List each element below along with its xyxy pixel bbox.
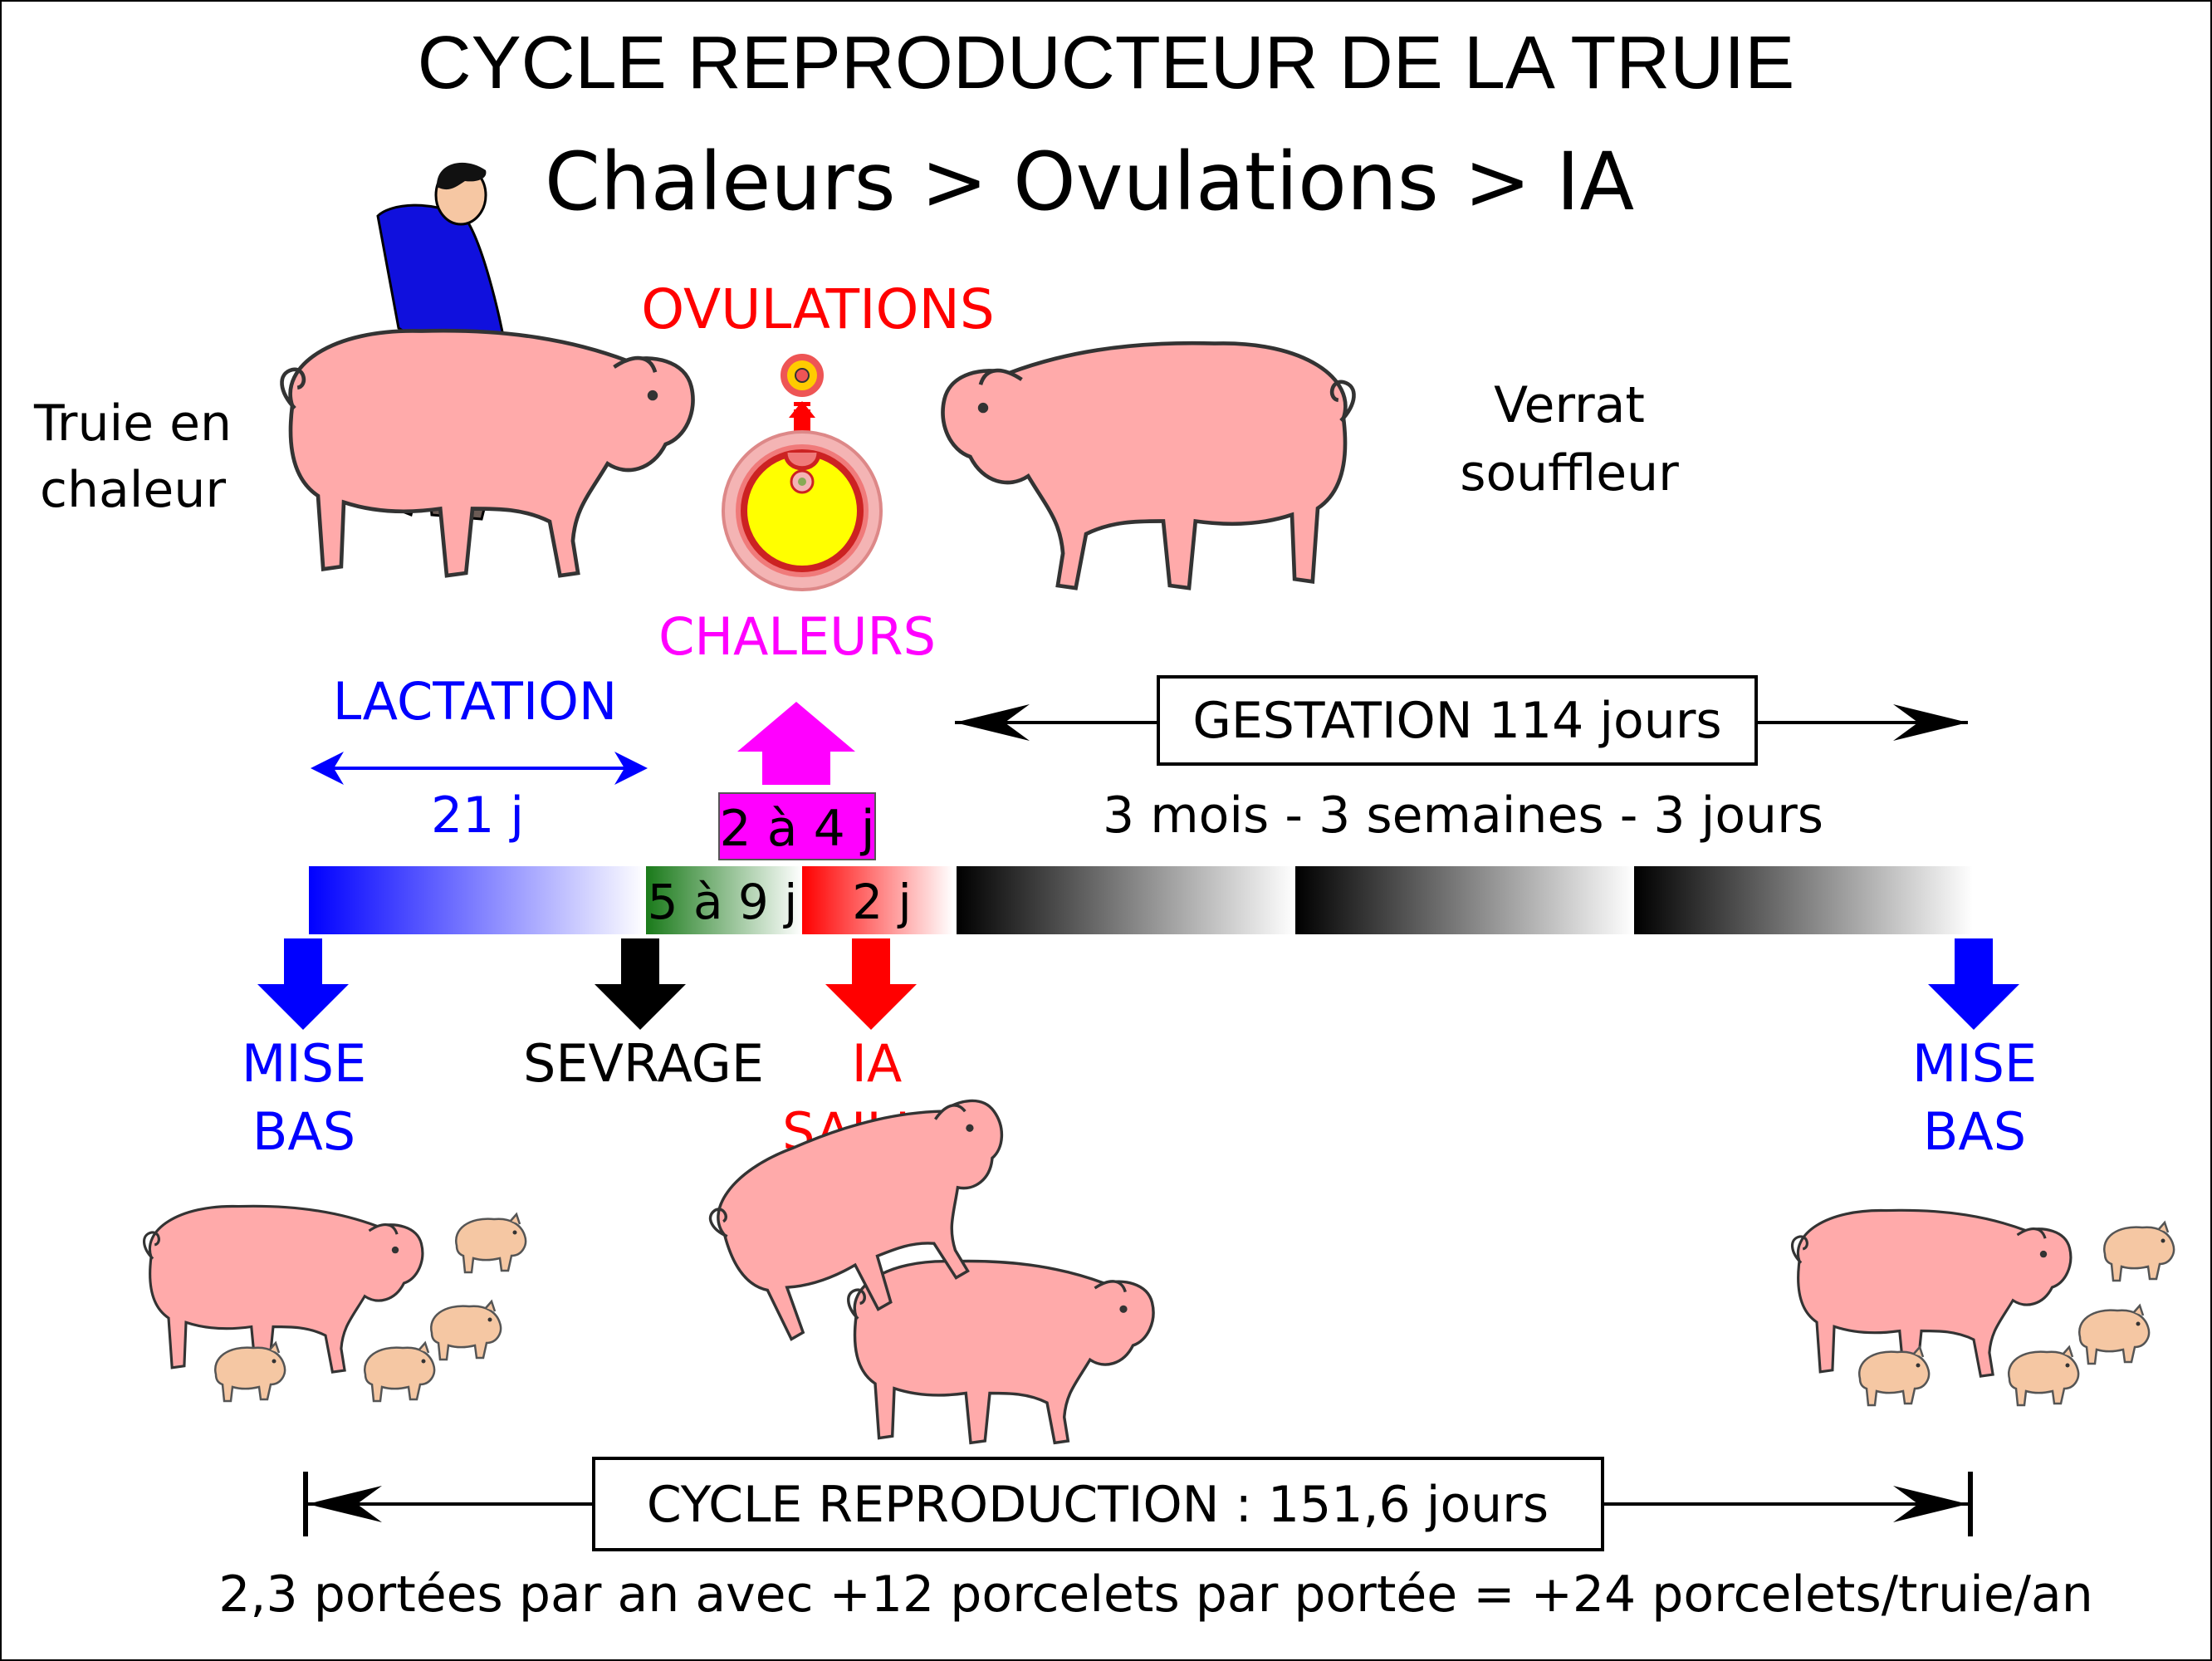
gestation-segment-3	[1634, 866, 1973, 934]
sevrage-label: SEVRAGE	[523, 1033, 764, 1094]
chaleurs-days: 2 à 4 j	[719, 800, 874, 858]
cycle-arrow-left-head	[307, 1486, 382, 1522]
sevrage-days: 5 à 9 j	[648, 874, 798, 930]
sow-in-heat-illustration	[282, 162, 693, 576]
chaleurs-up-arrow	[737, 702, 855, 785]
gestation-segment-2	[1295, 866, 1634, 934]
ia-label-line1: IA	[852, 1033, 903, 1094]
sevrage-segment	[646, 866, 802, 934]
ia-down-arrow	[825, 938, 917, 1030]
chaleurs-duration-box	[718, 792, 876, 860]
page-subtitle: Chaleurs > Ovulations > IA	[545, 135, 1634, 228]
lactation-days: 21 j	[431, 786, 524, 845]
sevrage-down-arrow	[595, 938, 686, 1030]
lactation-label: LACTATION	[333, 671, 618, 732]
mise-bas-1-down-arrow	[257, 938, 349, 1030]
cycle-label: CYCLE REPRODUCTION : 151,6 jours	[647, 1476, 1549, 1534]
ia-segment	[802, 866, 953, 934]
follicle-icon	[722, 354, 883, 591]
farrowing-sow-illustration-right	[1790, 1208, 2175, 1407]
truie-label-line2: chaleur	[40, 461, 226, 519]
lactation-segment	[309, 866, 646, 934]
chaleurs-label: CHALEURS	[658, 606, 936, 667]
cycle-box	[592, 1457, 1604, 1551]
gestation-segment-1	[957, 866, 1295, 934]
footer-note: 2,3 portées par an avec +12 porcelets pa…	[218, 1565, 2093, 1624]
page-title: CYCLE REPRODUCTEUR DE LA TRUIE	[418, 22, 1795, 105]
ia-days: 2 j	[852, 874, 911, 930]
gestation-label: GESTATION 114 jours	[1192, 692, 1721, 750]
cycle-arrow-right-head	[1893, 1486, 1968, 1522]
mise-bas-2-line2: BAS	[1923, 1101, 2026, 1162]
verrat-label-line2: souffleur	[1460, 444, 1679, 502]
gestation-detail: 3 mois - 3 semaines - 3 jours	[1103, 786, 1823, 845]
timeline-bar	[309, 866, 1973, 934]
gestation-box	[1157, 675, 1758, 766]
ovulations-label: OVULATIONS	[641, 277, 995, 341]
mise-bas-2-line1: MISE	[1912, 1033, 2037, 1094]
mise-bas-1-line1: MISE	[242, 1033, 366, 1094]
gestation-arrow-left-head	[955, 704, 1030, 741]
mating-pigs-illustration	[695, 1071, 1155, 1445]
gestation-arrow-right-head	[1893, 704, 1968, 741]
boar-illustration	[942, 343, 1353, 588]
verrat-label-line1: Verrat	[1494, 376, 1645, 434]
mise-bas-2-down-arrow	[1928, 938, 2019, 1030]
mise-bas-1-line2: BAS	[252, 1101, 355, 1162]
truie-label-line1: Truie en	[33, 394, 232, 453]
farrowing-sow-illustration-left	[142, 1204, 527, 1403]
